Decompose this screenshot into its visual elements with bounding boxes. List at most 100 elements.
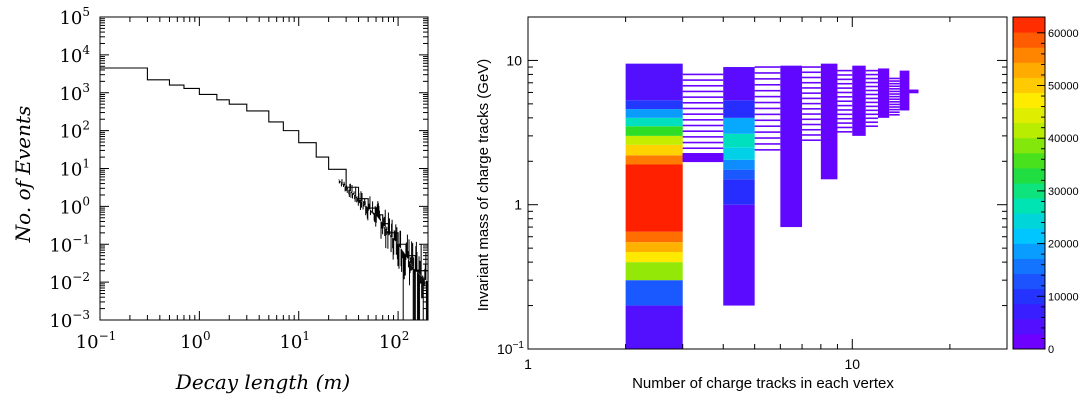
heatmap-strip-bin (865, 117, 878, 120)
heatmap-cell (723, 67, 755, 101)
heatmap-cell (723, 159, 755, 170)
heatmap-cell (820, 63, 838, 180)
x-tick-label: 102 (379, 329, 410, 353)
decay-length-chart: 10−1 100 101 102 10−3 10−2 10−1 100 101 102 103 104… (11, 5, 429, 394)
heatmap-strip-bin (837, 117, 853, 120)
heatmap-strip-bin (682, 102, 724, 104)
colorbar-band (1013, 77, 1045, 93)
heatmap-strip-bin (754, 143, 781, 145)
heatmap-cell (625, 144, 683, 156)
heatmap-strip-bin (837, 109, 853, 111)
colorbar-band (1013, 318, 1045, 335)
heatmap-strip-bin (889, 82, 900, 85)
colorbar-tick-label: 10000 (1048, 291, 1079, 303)
heatmap-cell (625, 252, 683, 263)
y-tick-label: 10−2 (49, 270, 90, 294)
heatmap-cell (625, 305, 683, 349)
heatmap-strip-bin (754, 107, 781, 110)
heatmap-strip-bin (754, 66, 781, 68)
heatmap-strip-bin (837, 82, 853, 85)
heatmap-cell (625, 164, 683, 232)
decay-length-frame (99, 16, 429, 321)
heatmap-strip-bin (754, 89, 781, 92)
heatmap-strip-bin (802, 87, 821, 89)
heatmap-strip-bin (865, 109, 878, 112)
heatmap-strip-bin (889, 111, 900, 113)
x-tick-label: 10−1 (76, 329, 117, 353)
heatmap-strip-bin (865, 125, 878, 128)
heatmap-cell (723, 147, 755, 160)
colorbar-band (1013, 333, 1045, 350)
colorbar-band (1013, 62, 1045, 78)
heatmap-strip-bin (802, 134, 821, 136)
heatmap-cell (899, 70, 910, 111)
heatmap-strip-bin (889, 88, 900, 90)
colorbar-band (1013, 228, 1045, 244)
y-tick-label: 103 (59, 81, 90, 105)
decay-length-x-axis-label: Decay length (m) (175, 370, 350, 394)
heatmap-strip-bin (682, 113, 724, 115)
colorbar-band (1013, 303, 1045, 320)
heatmap-strip-bin (837, 126, 853, 129)
y-tick-label: 104 (59, 43, 90, 67)
heatmap-strip-bin (682, 130, 724, 132)
heatmap-strip-bin (682, 73, 724, 76)
heatmap-strip-bin (889, 80, 900, 82)
heatmap-strip-bin (865, 105, 878, 108)
heatmap-strip-bin (837, 113, 853, 116)
heatmap-strip-bin (837, 122, 853, 124)
heatmap-cell (723, 100, 755, 118)
colorbar-band (1013, 17, 1045, 33)
heatmap-strip-bin (865, 93, 878, 96)
colorbar-tick-label: 20000 (1048, 239, 1079, 251)
y-tick-label: 102 (59, 119, 90, 143)
colorbar-band (1013, 198, 1045, 214)
heatmap-strip-bin (754, 131, 781, 133)
heatmap-cell (780, 65, 803, 228)
heatmap-strip-bin (837, 87, 853, 89)
heatmap-strip-bin (865, 73, 878, 76)
heatmap-strip-bin (682, 124, 724, 127)
decay-length-y-axis-label: No. of Events (11, 106, 35, 244)
heatmap-cell (723, 204, 755, 306)
heatmap-strip-bin (754, 149, 781, 151)
heatmap-y-tick-label: 10 (506, 52, 522, 68)
heatmap-strip-bin (837, 131, 853, 133)
heatmap-cell (625, 109, 683, 118)
heatmap-strip-bin (837, 104, 853, 107)
heatmap-strip-bin (865, 85, 878, 88)
colorbar-frame (1012, 16, 1046, 350)
heatmap-strip-bin (865, 77, 878, 80)
heatmap-strip-bin (889, 113, 900, 116)
heatmap-strip-bin (802, 139, 821, 141)
heatmap-strip-bin (837, 91, 853, 94)
colorbar-tick-label: 60000 (1048, 28, 1079, 40)
colorbar-band (1013, 288, 1045, 305)
heatmap-strip-bin (802, 76, 821, 79)
heatmap-strip-bin (889, 101, 900, 103)
heatmap-strip-bin (909, 89, 919, 92)
heatmap-cell (625, 135, 683, 145)
heatmap-strip-bin (802, 66, 821, 68)
heatmap-strip-bin (802, 123, 821, 126)
colorbar-band (1013, 152, 1045, 169)
heatmap-strip-bin (682, 153, 724, 155)
heatmap-cell (877, 68, 890, 118)
colorbar-band (1013, 258, 1045, 275)
x-tick-label: 100 (180, 329, 211, 353)
heatmap-strip-bin (754, 119, 781, 122)
heatmap-strip-bin (889, 90, 900, 93)
heatmap-strip-bin (889, 95, 900, 98)
decay-length-fluctuations (337, 179, 428, 320)
colorbar-tick-label: 0 (1048, 344, 1054, 356)
colorbar-band (1013, 183, 1045, 199)
heatmap-strip-bin (682, 147, 724, 150)
heatmap-cell (625, 117, 683, 127)
heatmap-strip-bin (682, 119, 724, 121)
heatmap-x-tick-label: 1 (524, 356, 532, 372)
heatmap-strip-bin (889, 106, 900, 108)
colorbar-tick-label: 40000 (1048, 133, 1079, 145)
